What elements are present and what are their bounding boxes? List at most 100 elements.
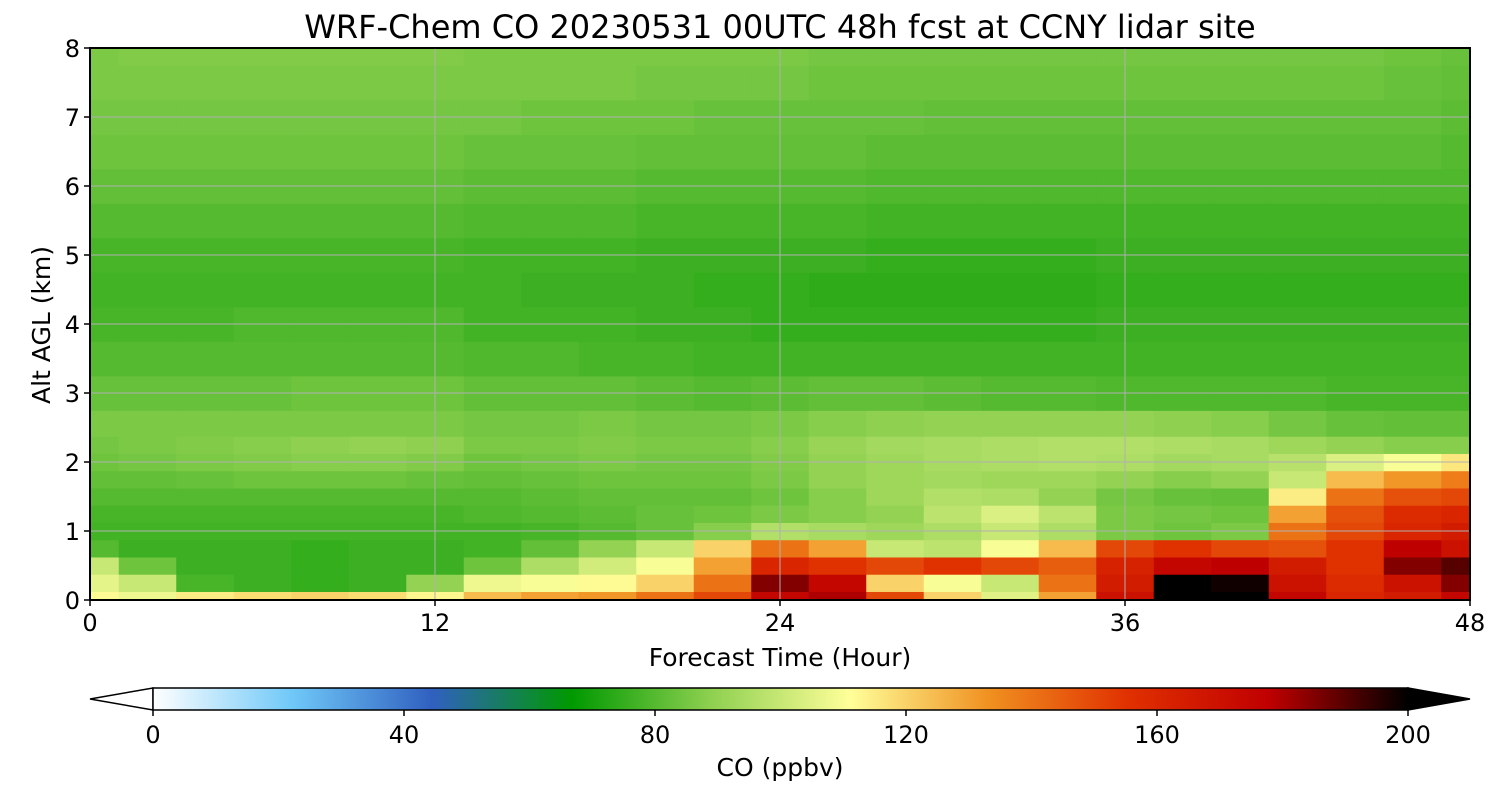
heatmap-cell: [866, 48, 925, 66]
colorbar-gradient: [152, 687, 1409, 711]
heatmap-cell: [578, 591, 637, 601]
heatmap-cell: [176, 591, 235, 601]
heatmap-cell: [1383, 48, 1442, 66]
heatmap-cell: [808, 134, 867, 170]
heatmap-cell: [233, 591, 292, 601]
heatmap-cell: [1268, 470, 1327, 489]
heatmap-cell: [923, 134, 982, 170]
heatmap-cell: [866, 574, 925, 592]
heatmap-cell: [636, 487, 695, 506]
heatmap-cell: [291, 272, 350, 308]
heatmap-cell: [291, 470, 350, 489]
heatmap-cell: [118, 487, 177, 506]
heatmap-cell: [90, 203, 120, 239]
heatmap-cell: [693, 410, 752, 437]
heatmap-cell: [90, 272, 120, 308]
heatmap-cell: [636, 470, 695, 489]
heatmap-cell: [1268, 556, 1327, 575]
heatmap-cell: [90, 505, 120, 523]
colorbar-body: [89, 687, 1471, 711]
heatmap-cell: [90, 539, 120, 558]
heatmap-cell: [348, 470, 407, 489]
heatmap-cell: [578, 436, 637, 454]
heatmap-cell: [866, 539, 925, 558]
heatmap-cell: [348, 539, 407, 558]
heatmap-cell: [808, 539, 867, 558]
heatmap-cell: [1268, 341, 1327, 377]
heatmap-cell: [808, 436, 867, 454]
heatmap-cell: [1383, 436, 1442, 454]
heatmap-cell: [90, 410, 120, 437]
heatmap-cell: [521, 574, 580, 592]
heatmap-cell: [1326, 410, 1385, 437]
heatmap-cell: [118, 591, 177, 601]
heatmap-cell: [578, 539, 637, 558]
heatmap-cell: [923, 203, 982, 239]
heatmap-cell: [981, 134, 1040, 170]
heatmap-cell: [808, 65, 867, 101]
gridlines: [90, 48, 1470, 600]
heatmap-cell: [348, 591, 407, 601]
heatmap-cell: [1038, 203, 1097, 239]
heatmap-cell: [578, 203, 637, 239]
heatmap-cell: [1038, 556, 1097, 575]
heatmap-cell: [693, 574, 752, 592]
heatmap-cell: [348, 65, 407, 101]
heatmap-cell: [1211, 65, 1270, 101]
heatmap-cell: [981, 505, 1040, 523]
heatmap-cell: [866, 487, 925, 506]
heatmap-cell: [1211, 410, 1270, 437]
heatmap-cell: [578, 65, 637, 101]
heatmap-cell: [923, 556, 982, 575]
heatmap-cell: [233, 470, 292, 489]
heatmap-cell: [1153, 410, 1212, 437]
heatmap-cell: [1038, 410, 1097, 437]
y-axis-label: Alt AGL (km): [27, 246, 56, 404]
heatmap-cell: [1326, 272, 1385, 308]
heatmap-cell: [981, 539, 1040, 558]
heatmap-cell: [1038, 48, 1097, 66]
heatmap-cell: [1268, 134, 1327, 170]
heatmap-cell: [233, 410, 292, 437]
heatmap-cell: [118, 203, 177, 239]
heatmap-cell: [291, 134, 350, 170]
heatmap-cell: [1211, 48, 1270, 66]
heatmap-cell: [578, 470, 637, 489]
heatmap-cell: [1441, 134, 1471, 170]
colorbar-tick-label: 80: [640, 721, 671, 749]
heatmap-cell: [1326, 487, 1385, 506]
heatmap-cell: [348, 48, 407, 66]
heatmap-cell: [1383, 341, 1442, 377]
y-axis-ticks: 0 1 2 3 4 5 6 7 8: [65, 35, 90, 615]
heatmap-cell: [923, 341, 982, 377]
heatmap-cell: [348, 134, 407, 170]
x-tick-label: 48: [1455, 609, 1486, 637]
heatmap-cell: [118, 272, 177, 308]
heatmap-cell: [1326, 341, 1385, 377]
heatmap-cell: [866, 65, 925, 101]
heatmap-cell: [90, 470, 120, 489]
heatmap-cell: [1211, 574, 1270, 592]
heatmap-cell: [578, 556, 637, 575]
heatmap-cell: [348, 410, 407, 437]
heatmap-cell: [348, 505, 407, 523]
heatmap-cell: [521, 505, 580, 523]
colorbar-extend-max: [1407, 687, 1471, 711]
heatmap-cell: [866, 203, 925, 239]
heatmap-cell: [1441, 410, 1471, 437]
heatmap-cell: [463, 272, 522, 308]
colorbar-label: CO (ppbv): [717, 753, 844, 782]
heatmap-cell: [636, 410, 695, 437]
heatmap-cell: [981, 556, 1040, 575]
heatmap-cell: [636, 574, 695, 592]
heatmap-cell: [636, 272, 695, 308]
heatmap-cell: [118, 505, 177, 523]
heatmap-cell: [1326, 65, 1385, 101]
heatmap-cell: [1441, 65, 1471, 101]
heatmap-cell: [348, 272, 407, 308]
heatmap-cell: [693, 505, 752, 523]
heatmap-cell: [463, 591, 522, 601]
heatmap-cell: [1153, 48, 1212, 66]
heatmap-cell: [636, 556, 695, 575]
